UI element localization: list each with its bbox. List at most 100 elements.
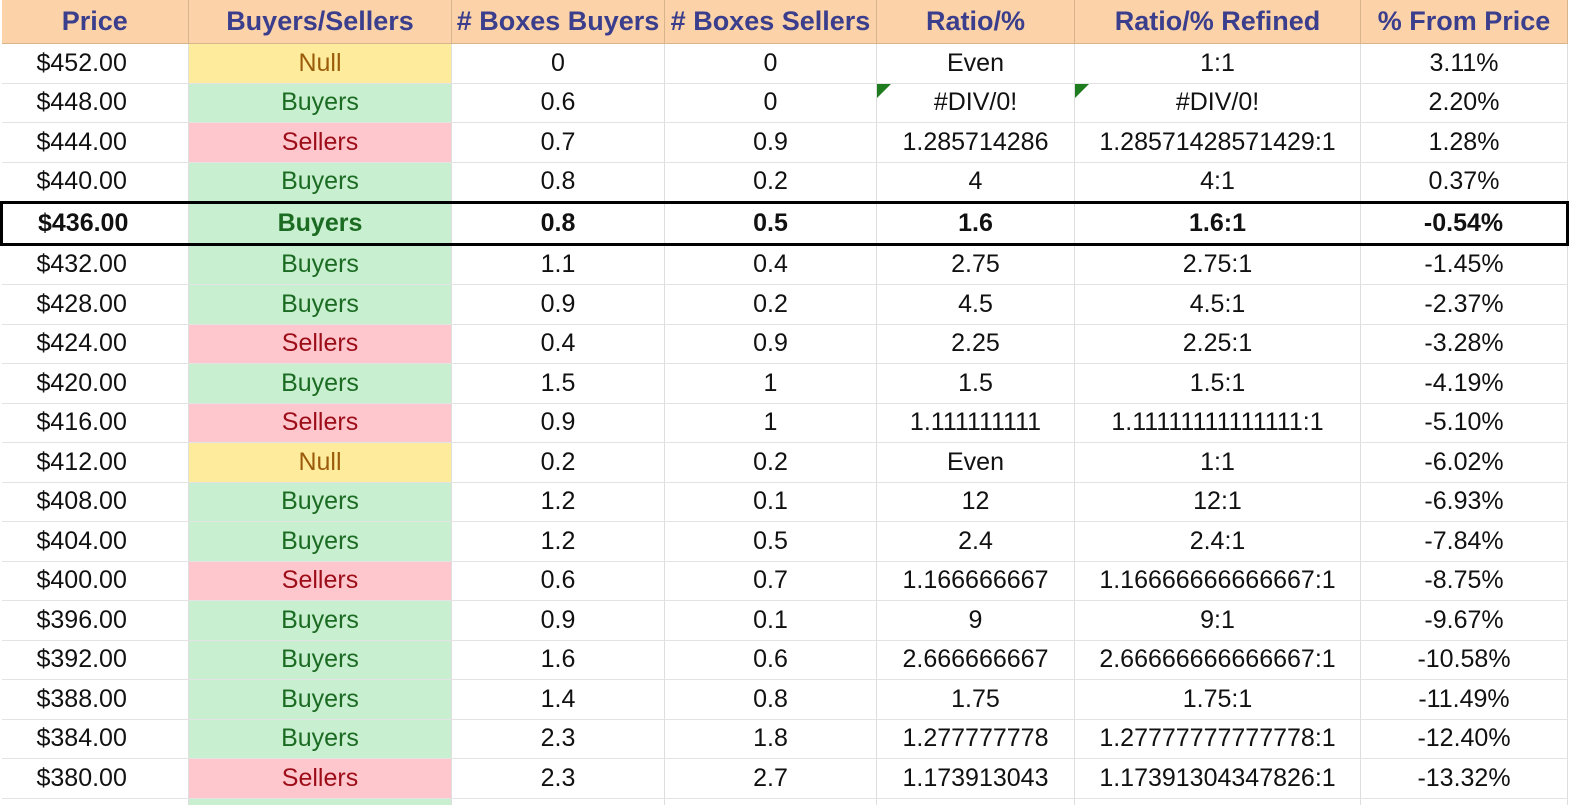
price-cell[interactable]: $440.00 [1,162,189,203]
ratio-refined-cell[interactable]: 2.4:1 [1074,521,1361,562]
pct-from-price-cell[interactable]: -4.19% [1360,363,1568,404]
ratio-cell[interactable]: 4 [876,162,1075,203]
boxes-sellers-cell[interactable]: 1.8 [664,719,877,759]
boxes-sellers-cell[interactable]: 0.7 [664,561,877,601]
ratio-cell[interactable]: 2.75 [876,244,1075,285]
boxes-buyers-cell[interactable]: 1.4 [451,679,665,720]
ratio-cell[interactable]: 12 [876,482,1075,522]
price-cell[interactable]: $384.00 [1,719,189,759]
pct-from-price-cell[interactable]: -13.32% [1360,758,1568,799]
pct-from-price-cell[interactable]: -5.10% [1360,403,1568,443]
pct-from-price-cell[interactable]: -8.75% [1360,561,1568,601]
header-ratio[interactable]: Ratio/% [876,0,1075,44]
empty-cell[interactable] [1074,798,1361,805]
ratio-refined-cell[interactable]: 1.75:1 [1074,679,1361,720]
ratio-refined-cell[interactable]: 1:1 [1074,442,1361,483]
ratio-cell[interactable]: 1.277777778 [876,719,1075,759]
ratio-refined-cell[interactable]: 2.66666666666667:1 [1074,640,1361,680]
ratio-cell[interactable]: 1.75 [876,679,1075,720]
buyers-sellers-cell[interactable]: Buyers [188,363,452,404]
pct-from-price-cell[interactable]: -11.49% [1360,679,1568,720]
boxes-buyers-cell[interactable]: 0.7 [451,122,665,163]
empty-cell[interactable] [876,798,1075,805]
pct-from-price-cell[interactable]: -2.37% [1360,284,1568,325]
price-cell[interactable]: $436.00 [0,201,189,246]
price-cell[interactable]: $400.00 [1,561,189,601]
buyers-sellers-cell[interactable]: Buyers [188,244,452,285]
price-cell[interactable]: $444.00 [1,122,189,163]
buyers-sellers-cell[interactable]: Buyers [188,201,452,246]
price-cell[interactable]: $380.00 [1,758,189,799]
boxes-sellers-cell[interactable]: 0.6 [664,640,877,680]
ratio-refined-cell[interactable]: 9:1 [1074,600,1361,641]
header-price[interactable]: Price [1,0,189,44]
pct-from-price-cell[interactable]: -10.58% [1360,640,1568,680]
buyers-sellers-cell[interactable]: Buyers [188,162,452,203]
buyers-sellers-cell[interactable]: Sellers [188,403,452,443]
boxes-buyers-cell[interactable]: 1.6 [451,640,665,680]
buyers-sellers-cell[interactable]: Buyers [188,482,452,522]
pct-from-price-cell[interactable]: -12.40% [1360,719,1568,759]
boxes-buyers-cell[interactable]: 0 [451,43,665,84]
boxes-buyers-cell[interactable]: 0.4 [451,324,665,364]
buyers-sellers-cell[interactable]: Sellers [188,324,452,364]
boxes-buyers-cell[interactable]: 0.2 [451,442,665,483]
boxes-sellers-cell[interactable]: 0.9 [664,324,877,364]
pct-from-price-cell[interactable]: 2.20% [1360,83,1568,123]
boxes-buyers-cell[interactable]: 2.3 [451,758,665,799]
price-cell[interactable]: $424.00 [1,324,189,364]
buyers-sellers-cell[interactable]: Null [188,43,452,84]
boxes-buyers-cell[interactable]: 0.6 [451,83,665,123]
pct-from-price-cell[interactable]: -6.93% [1360,482,1568,522]
buyers-sellers-cell[interactable]: Sellers [188,122,452,163]
boxes-buyers-cell[interactable]: 1.2 [451,521,665,562]
pct-from-price-cell[interactable]: -1.45% [1360,244,1568,285]
ratio-refined-cell[interactable]: 1.28571428571429:1 [1074,122,1361,163]
buyers-sellers-cell[interactable]: Buyers [188,640,452,680]
boxes-sellers-cell[interactable]: 0.5 [664,521,877,562]
boxes-sellers-cell[interactable]: 2.7 [664,758,877,799]
boxes-buyers-cell[interactable]: 0.9 [451,284,665,325]
header-ratio-refined[interactable]: Ratio/% Refined [1074,0,1361,44]
boxes-sellers-cell[interactable]: 0.8 [664,679,877,720]
pct-from-price-cell[interactable]: 3.11% [1360,43,1568,84]
price-cell[interactable]: $396.00 [1,600,189,641]
ratio-cell[interactable]: 1.166666667 [876,561,1075,601]
boxes-sellers-cell[interactable]: 0.4 [664,244,877,285]
ratio-cell[interactable]: 1.6 [876,201,1075,246]
empty-cell[interactable] [1,798,189,805]
boxes-buyers-cell[interactable]: 0.9 [451,403,665,443]
boxes-sellers-cell[interactable]: 0.1 [664,600,877,641]
pct-from-price-cell[interactable]: 1.28% [1360,122,1568,163]
buyers-sellers-cell[interactable]: Null [188,442,452,483]
price-cell[interactable]: $432.00 [1,244,189,285]
buyers-sellers-cell[interactable]: Buyers [188,679,452,720]
boxes-sellers-cell[interactable]: 0.2 [664,162,877,203]
pct-from-price-cell[interactable]: -3.28% [1360,324,1568,364]
ratio-refined-cell[interactable]: 1.6:1 [1074,201,1361,246]
price-cell[interactable]: $428.00 [1,284,189,325]
price-cell[interactable]: $452.00 [1,43,189,84]
boxes-sellers-cell[interactable]: 1 [664,403,877,443]
ratio-refined-cell[interactable]: 12:1 [1074,482,1361,522]
empty-cell[interactable] [451,798,665,805]
ratio-cell[interactable]: 2.25 [876,324,1075,364]
header-boxes-buyers[interactable]: # Boxes Buyers [451,0,665,44]
pct-from-price-cell[interactable]: -7.84% [1360,521,1568,562]
boxes-buyers-cell[interactable]: 0.9 [451,600,665,641]
pct-from-price-cell[interactable]: 0.37% [1360,162,1568,203]
price-cell[interactable]: $416.00 [1,403,189,443]
boxes-sellers-cell[interactable]: 1 [664,363,877,404]
ratio-cell[interactable]: Even [876,442,1075,483]
boxes-sellers-cell[interactable]: 0 [664,43,877,84]
ratio-refined-cell[interactable]: 1.5:1 [1074,363,1361,404]
ratio-cell[interactable]: 2.666666667 [876,640,1075,680]
ratio-cell[interactable]: 2.4 [876,521,1075,562]
ratio-refined-cell[interactable]: 2.25:1 [1074,324,1361,364]
price-cell[interactable]: $408.00 [1,482,189,522]
header-buyers-sellers[interactable]: Buyers/Sellers [188,0,452,44]
ratio-refined-cell[interactable]: 1.16666666666667:1 [1074,561,1361,601]
ratio-refined-cell[interactable]: 1.11111111111111:1 [1074,403,1361,443]
boxes-buyers-cell[interactable]: 0.6 [451,561,665,601]
ratio-refined-cell[interactable]: 4:1 [1074,162,1361,203]
